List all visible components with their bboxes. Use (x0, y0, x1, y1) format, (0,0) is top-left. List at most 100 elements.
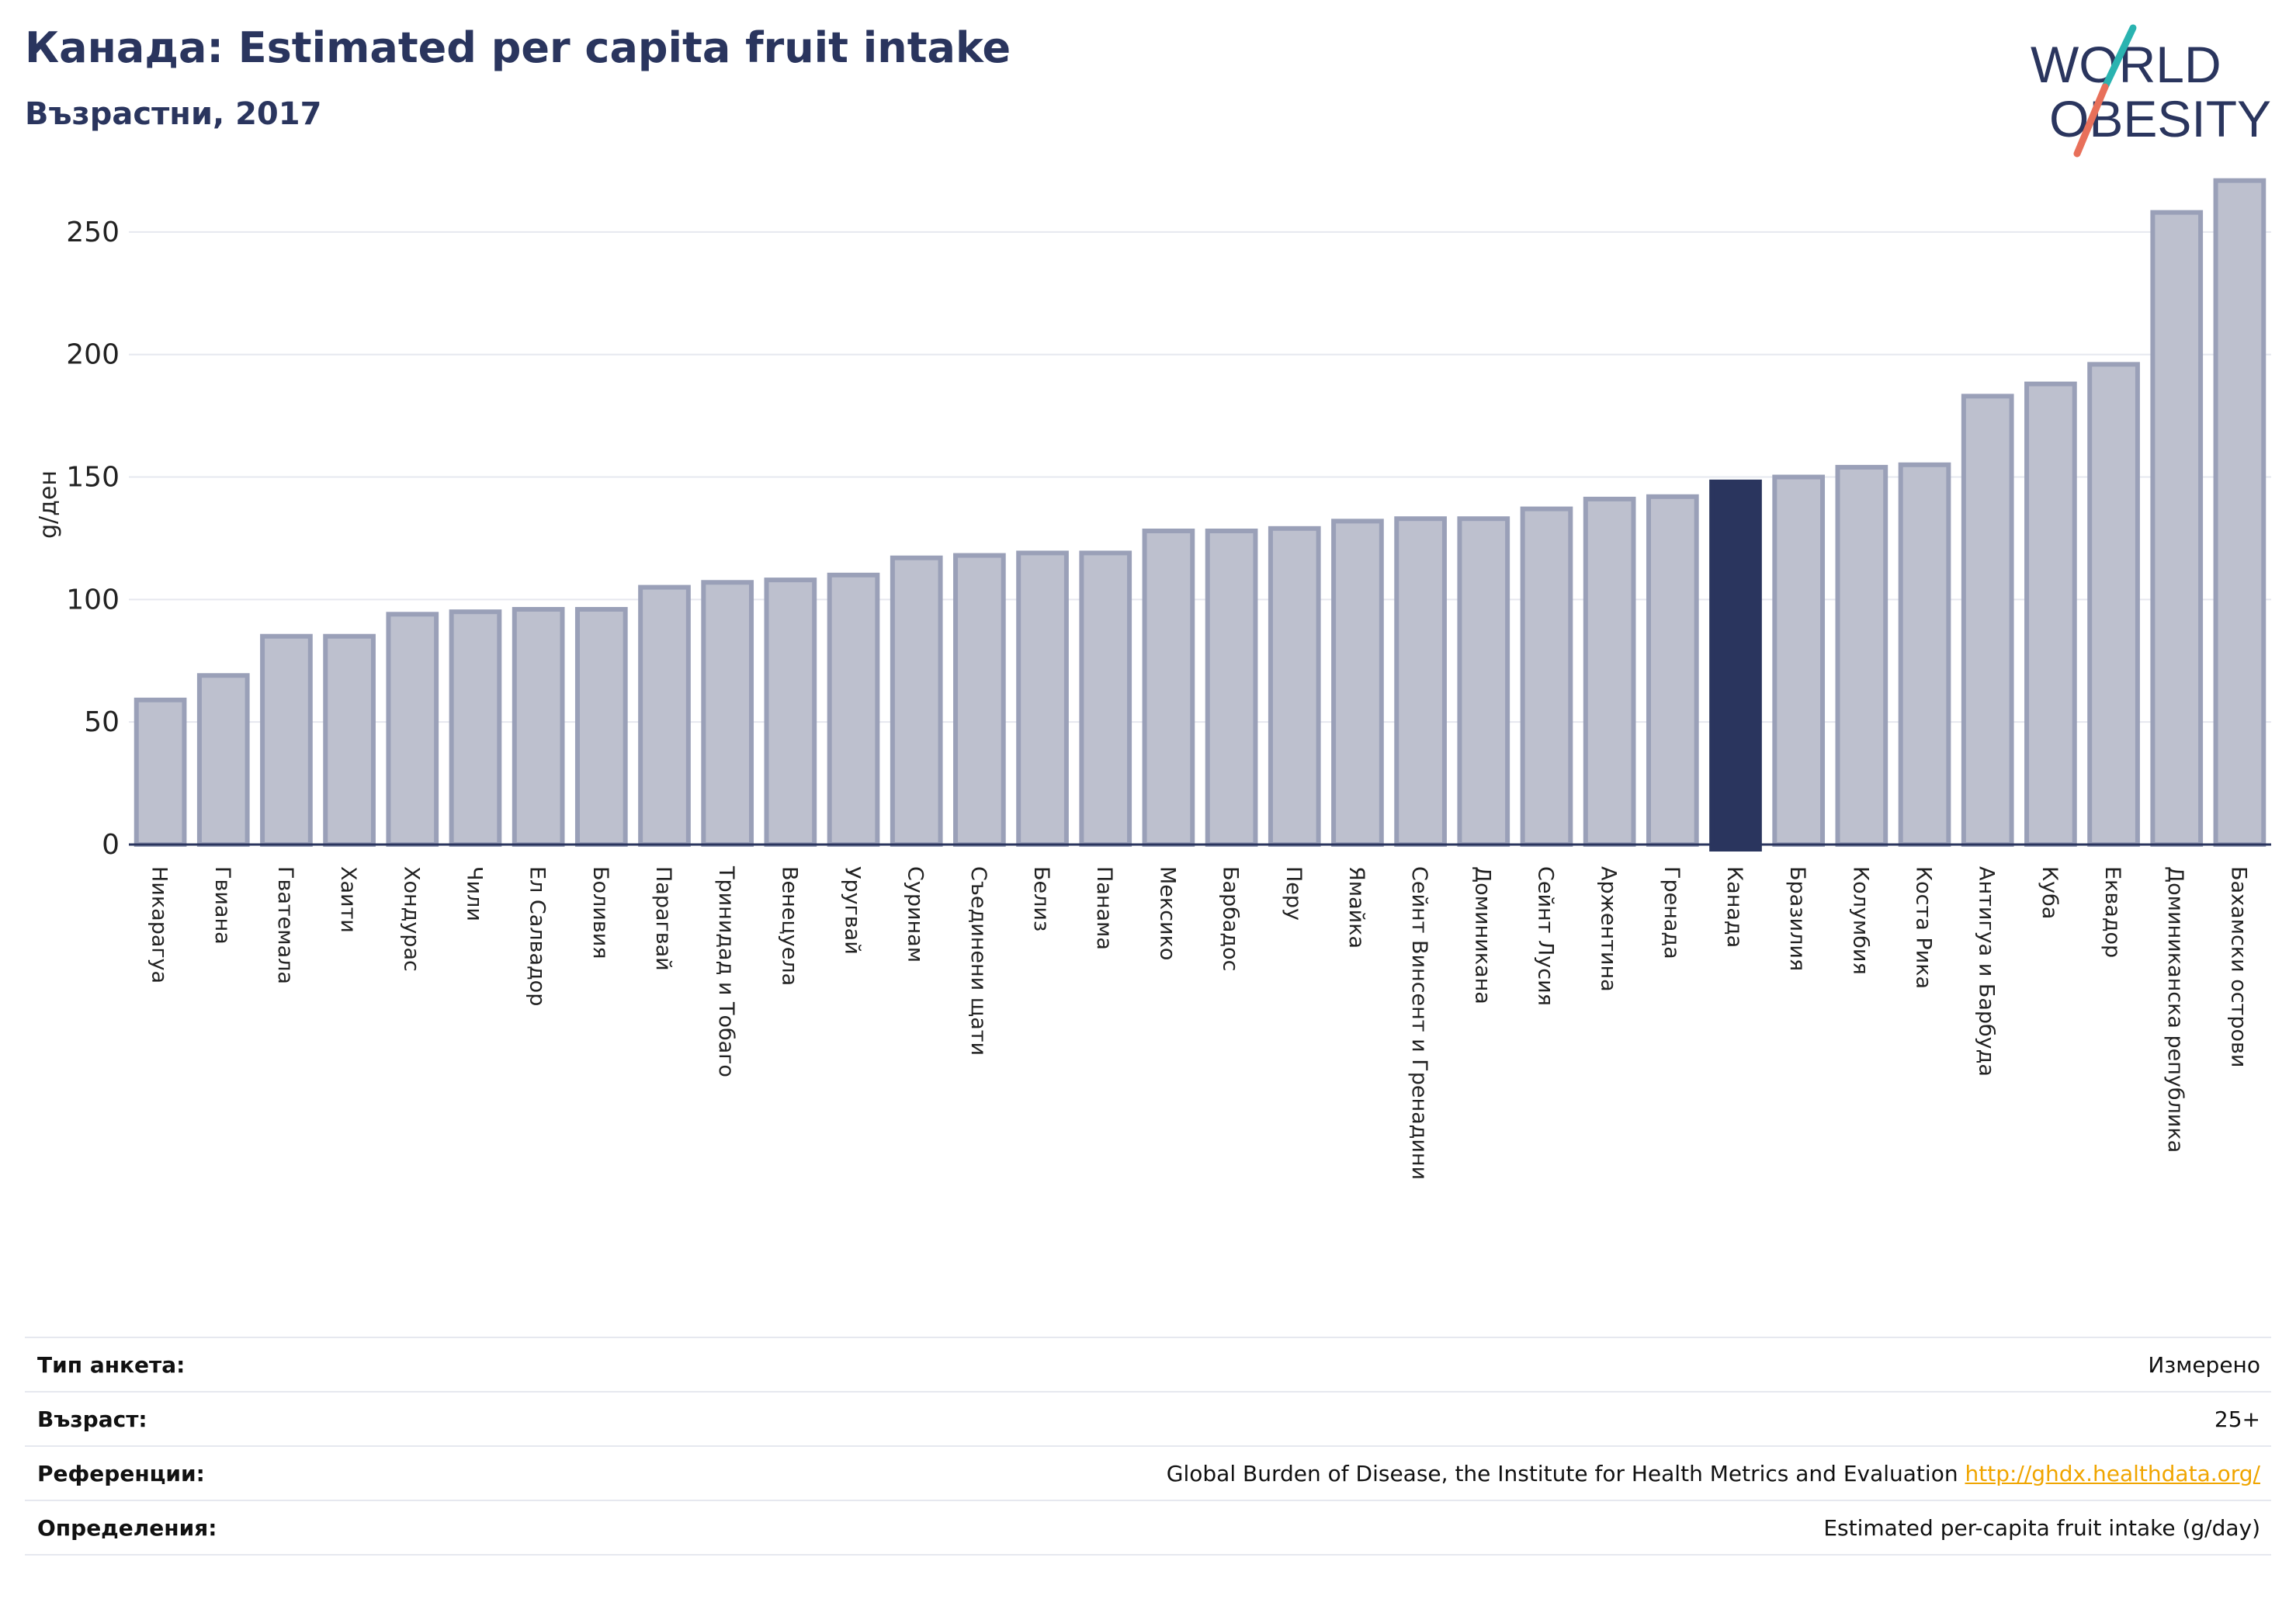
bar-chart: 0 50 100 150 200 250 Никарагуа Гвиана Гватемала… (35, 178, 2271, 1180)
x-tick-label: Доминиканска република (2163, 866, 2187, 1153)
logo-graphic: WORLD OBESITY (2031, 24, 2271, 158)
y-tick-label: 50 (84, 706, 120, 738)
y-axis-label: g/ден (35, 470, 62, 539)
x-tick-label: Бахамски острови (2226, 866, 2250, 1067)
meta-row-survey-type: Тип анкета: Измерено (25, 1338, 2271, 1393)
x-tick-label: Чили (462, 866, 486, 921)
x-tick-label: Антигуа и Барбуда (1975, 866, 1999, 1077)
bar (1646, 494, 1699, 848)
x-tick-label: Парагвай (651, 866, 675, 971)
x-tick-label: Канада (1722, 866, 1746, 948)
bar (1394, 516, 1447, 847)
meta-label-age: Възраст: (37, 1406, 147, 1432)
y-tick-label: 100 (66, 584, 120, 616)
logo-slash-coral (2073, 83, 2109, 158)
metadata-table: Тип анкета: Измерено Възраст: 25+ Рефере… (25, 1337, 2271, 1556)
meta-label-definitions: Определения: (37, 1514, 217, 1541)
x-tick-label: Белиз (1029, 866, 1053, 931)
bar (260, 633, 313, 848)
reference-link[interactable]: http://ghdx.healthdata.org/ (1965, 1460, 2260, 1486)
x-tick-label: Бразилия (1785, 866, 1809, 971)
bar (323, 633, 376, 848)
meta-row-age: Възраст: 25+ (25, 1393, 2271, 1447)
y-tick-label: 150 (66, 462, 120, 494)
x-tick-label: Куба (2038, 866, 2062, 919)
x-tick-label: Гватемала (273, 866, 297, 984)
x-tick-label: Коста Рика (1912, 866, 1936, 989)
x-tick-label: Суринам (903, 866, 928, 963)
x-tick-label: Перу (1282, 866, 1306, 921)
bar (1457, 516, 1510, 847)
chart-subtitle: Възрастни, 2017 (25, 96, 322, 132)
bar (1142, 528, 1195, 848)
bar (1268, 525, 1321, 847)
x-tick-label: Хондурас (399, 866, 423, 972)
x-tick-label: Хаити (336, 866, 360, 933)
x-tick-label: Уругвай (841, 866, 865, 955)
bar (134, 697, 187, 847)
bar (196, 673, 250, 848)
meta-row-definitions: Определения: Estimated per-capita fruit … (25, 1501, 2271, 1556)
bar (953, 553, 1006, 847)
meta-label-references: Референции: (37, 1460, 205, 1486)
x-tick-label: Гвиана (210, 866, 234, 945)
y-axis-ticks: 0 50 100 150 200 250 (66, 217, 120, 861)
bar (890, 555, 943, 847)
bar (1520, 506, 1573, 847)
meta-value-references: Global Burden of Disease, the Institute … (1167, 1461, 2260, 1486)
x-tick-label: Аржентина (1597, 866, 1621, 992)
bar (2087, 362, 2140, 847)
bar (2213, 178, 2267, 848)
bar (1583, 496, 1636, 847)
y-tick-label: 250 (66, 217, 120, 248)
x-tick-label: Никарагуа (147, 866, 172, 983)
bar (1709, 479, 1762, 852)
y-tick-label: 0 (102, 829, 120, 861)
x-tick-label: Боливия (588, 866, 612, 959)
x-tick-label: Барбадос (1219, 866, 1243, 971)
x-tick-label: Сейнт Винсент и Гренадини (1407, 866, 1431, 1180)
bar (512, 606, 565, 847)
bar (1205, 528, 1258, 848)
x-tick-label: Ямайка (1344, 866, 1368, 949)
bar (1772, 474, 1826, 848)
x-tick-label: Съединени щати (966, 866, 990, 1056)
y-tick-label: 200 (66, 339, 120, 371)
bar (1331, 519, 1384, 847)
x-tick-label: Колумбия (1848, 866, 1872, 975)
bar (574, 606, 628, 847)
bar (1898, 462, 1951, 847)
meta-value-age: 25+ (2214, 1406, 2260, 1432)
x-tick-label: Сейнт Лусия (1533, 866, 1557, 1006)
meta-row-references: Референции: Global Burden of Disease, th… (25, 1447, 2271, 1501)
chart-title: Канада: Estimated per capita fruit intak… (25, 23, 1011, 72)
world-obesity-logo: WORLD OBESITY (2018, 22, 2282, 161)
x-tick-label: Доминикана (1470, 866, 1494, 1004)
x-tick-label: Гренада (1660, 866, 1684, 959)
reference-text: Global Burden of Disease, the Institute … (1166, 1460, 1958, 1486)
x-axis-labels: Никарагуа Гвиана Гватемала Хаити Хондурас Чил… (147, 865, 2251, 1180)
bar (701, 580, 754, 847)
bar (1079, 550, 1132, 847)
meta-value-survey-type: Измерено (2148, 1351, 2260, 1378)
x-tick-label: Венецуела (777, 866, 801, 986)
meta-value-definitions: Estimated per-capita fruit intake (g/day… (1823, 1514, 2260, 1541)
x-tick-label: Тринидад и Тобаго (714, 865, 738, 1077)
bar (2150, 210, 2204, 847)
logo-slash-teal (2101, 24, 2137, 91)
bar (827, 572, 880, 847)
x-tick-label: Панама (1092, 866, 1116, 950)
bar (449, 609, 502, 847)
bar (638, 584, 691, 848)
bar (764, 578, 817, 847)
bar (1835, 464, 1888, 847)
bar (2024, 381, 2077, 847)
x-tick-label: Мексико (1155, 866, 1179, 960)
bars (134, 178, 2267, 852)
bar (1961, 394, 2014, 848)
bar (1016, 550, 1069, 847)
x-tick-label: Еквадор (2100, 866, 2124, 958)
bar (386, 612, 439, 847)
meta-label-survey-type: Тип анкета: (37, 1351, 186, 1378)
x-tick-label: Ел Салвадор (525, 866, 550, 1006)
